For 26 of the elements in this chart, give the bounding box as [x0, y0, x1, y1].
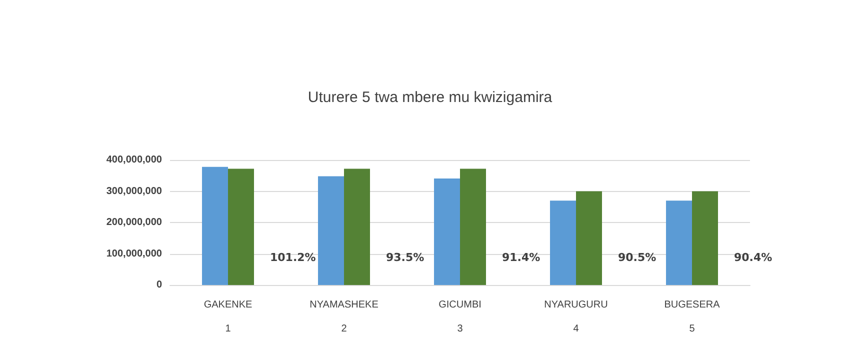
bar — [318, 176, 344, 285]
y-tick-label: 0 — [156, 280, 162, 290]
bar — [460, 168, 486, 285]
annotation: 91.4% — [502, 251, 540, 264]
chart-title: Uturere 5 twa mbere mu kwizigamira — [308, 89, 553, 106]
y-tick-label: 100,000,000 — [106, 248, 162, 260]
annotation: 90.5% — [618, 251, 656, 264]
category-label: BUGESERA 5 — [664, 300, 720, 334]
bar — [550, 200, 576, 285]
category-label: NYARUGURU 4 — [544, 300, 608, 334]
bar — [202, 166, 228, 285]
bar — [344, 168, 370, 285]
bar — [434, 178, 460, 285]
category-label: NYAMASHEKE 2 — [310, 300, 378, 334]
category-label: GICUMBI 3 — [438, 300, 482, 334]
bar — [228, 168, 254, 285]
bar — [666, 200, 692, 285]
annotation: 93.5% — [386, 251, 424, 264]
bar — [692, 191, 718, 285]
category-label: GAKENKE 1 — [204, 300, 252, 334]
y-tick-label: 200,000,000 — [106, 217, 162, 228]
bar — [576, 191, 602, 285]
y-tick-label: 400,000,000 — [106, 154, 162, 166]
annotation: 101.2% — [270, 251, 316, 264]
y-tick-label: 300,000,000 — [106, 186, 162, 197]
annotation: 90.4% — [734, 251, 772, 264]
